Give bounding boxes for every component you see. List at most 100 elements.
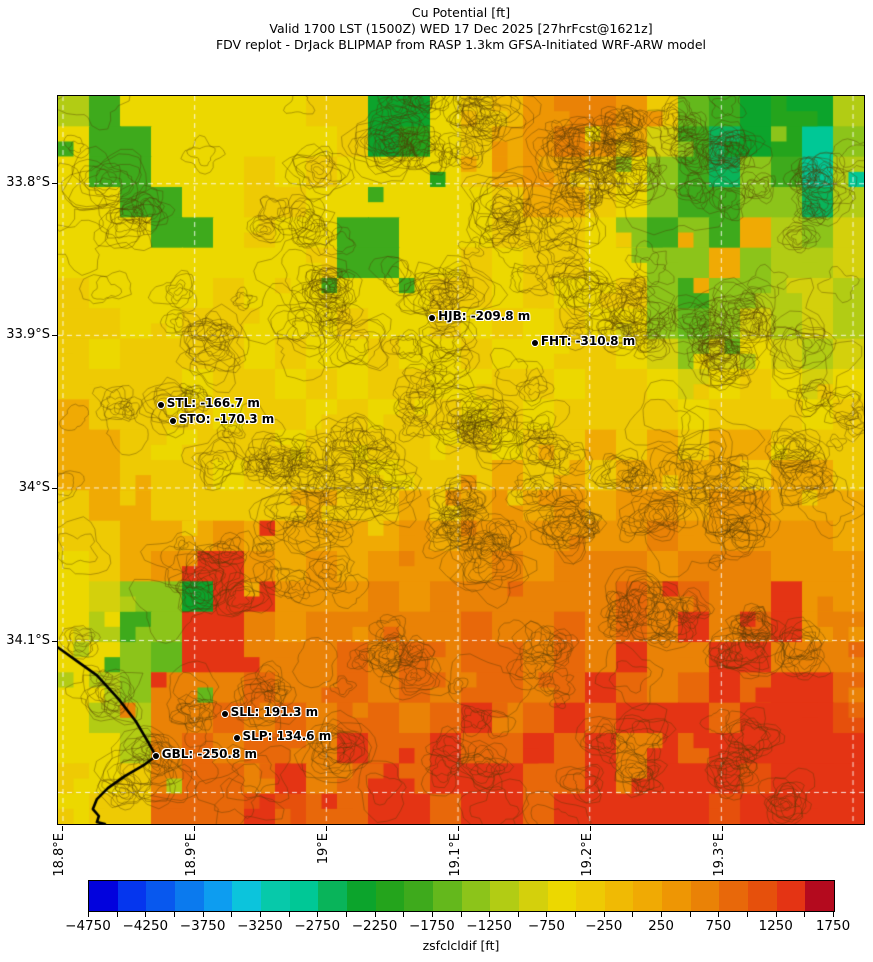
- colorbar-tick-mark: [775, 912, 777, 917]
- colorbar-segment: [576, 881, 605, 911]
- colorbar-segment: [89, 881, 118, 911]
- colorbar-tick-mark: [603, 912, 605, 917]
- colorbar-tick-mark: [718, 912, 720, 917]
- colorbar-tick-mark: [517, 912, 519, 917]
- colorbar-segment: [432, 881, 462, 911]
- colorbar-tick-label: −3750: [179, 918, 226, 934]
- station-label-fht: FHT: -310.8 m: [540, 334, 636, 349]
- colorbar-tick-label: −1750: [409, 918, 455, 934]
- station-marker-gbl: [152, 753, 159, 760]
- colorbar-tick-mark: [259, 912, 261, 917]
- colorbar-tick-label: −1250: [466, 918, 512, 934]
- colorbar-tick-mark: [231, 912, 233, 917]
- colorbar-tick-label: 250: [648, 918, 674, 934]
- colorbar-segment: [604, 881, 634, 911]
- y-tick-label: 34.1°S: [6, 632, 50, 648]
- colorbar-segment: [346, 881, 376, 911]
- colorbar-tick-mark: [431, 912, 433, 917]
- colorbar-tick-label: 1250: [758, 918, 793, 934]
- terrain-map-canvas: [58, 96, 864, 824]
- colorbar-tick-mark: [833, 912, 834, 917]
- y-tick-label: 33.9°S: [6, 327, 50, 343]
- station-marker-hjb: [429, 315, 436, 322]
- colorbar-tick-mark: [317, 912, 319, 917]
- colorbar-segment: [174, 881, 204, 911]
- colorbar-tick-mark: [575, 912, 577, 917]
- x-tick-label: 19.2°E: [580, 833, 596, 877]
- colorbar-segment: [260, 881, 290, 911]
- x-tick-mark: [458, 826, 459, 831]
- colorbar-tick-label: 750: [705, 918, 732, 934]
- colorbar-segment: [461, 881, 491, 911]
- y-tick-mark: [52, 182, 57, 184]
- colorbar-tick-mark: [88, 912, 89, 917]
- colorbar-tick-mark: [804, 912, 806, 917]
- plot-model-info: FDV replot - DrJack BLIPMAP from RASP 1.…: [215, 37, 707, 52]
- x-tick-mark: [62, 826, 63, 831]
- station-marker-sll: [221, 711, 228, 718]
- station-label-sto: STO: -170.3 m: [178, 412, 275, 427]
- x-tick-mark: [721, 826, 723, 831]
- colorbar-tick-mark: [202, 912, 204, 917]
- colorbar-tick-label: 1750: [815, 918, 851, 934]
- x-tick-label: 18.9°E: [184, 833, 200, 877]
- colorbar-segment: [289, 881, 319, 911]
- colorbar-segment: [117, 881, 147, 911]
- y-tick-mark: [52, 488, 57, 490]
- colorbar-tick-mark: [288, 912, 290, 917]
- station-marker-fht: [531, 340, 538, 347]
- colorbar-tick-mark: [460, 912, 462, 917]
- colorbar-tick-mark: [374, 912, 376, 917]
- station-label-hjb: HJB: -209.8 m: [438, 309, 531, 324]
- x-tick-label: 19.3°E: [711, 833, 727, 877]
- colorbar-segment: [633, 881, 663, 911]
- colorbar-segment: [146, 881, 175, 911]
- station-marker-sto: [169, 418, 176, 425]
- station-label-gbl: GBL: -250.8 m: [161, 747, 258, 762]
- plot-valid-time: Valid 1700 LST (1500Z) WED 17 Dec 2025 […: [269, 21, 653, 36]
- x-tick-mark: [590, 826, 592, 831]
- colorbar-tick-label: −4750: [65, 918, 111, 934]
- colorbar-segment: [719, 881, 749, 911]
- colorbar-tick-label: −4250: [122, 918, 169, 934]
- colorbar-segment: [318, 881, 347, 911]
- colorbar-segment: [232, 881, 261, 911]
- colorbar-segment: [547, 881, 577, 911]
- colorbar-segment: [404, 881, 433, 911]
- colorbar-segment: [748, 881, 777, 911]
- colorbar-label: zsfclcldif [ft]: [422, 938, 500, 953]
- colorbar-tick-mark: [116, 912, 118, 917]
- x-tick-label: 18.8°E: [52, 833, 67, 877]
- station-label-slp: SLP: 134.6 m: [242, 729, 332, 744]
- colorbar-tick-mark: [689, 912, 691, 917]
- x-tick-mark: [194, 826, 196, 831]
- colorbar-segment: [375, 881, 405, 911]
- colorbar-tick-label: −750: [527, 918, 565, 934]
- y-tick-label: 33.8°S: [6, 174, 50, 190]
- station-label-stl: STL: -166.7 m: [166, 396, 260, 411]
- station-marker-slp: [233, 735, 240, 742]
- x-tick-label: 19.1°E: [448, 833, 463, 877]
- colorbar-tick-label: −250: [585, 918, 623, 934]
- colorbar-segment: [805, 881, 835, 911]
- colorbar-segment: [203, 881, 233, 911]
- colorbar-tick-label: −2750: [294, 918, 341, 934]
- colorbar-tick-mark: [489, 912, 491, 917]
- colorbar-segment: [490, 881, 519, 911]
- colorbar-segment: [518, 881, 548, 911]
- y-tick-mark: [52, 640, 57, 642]
- station-label-sll: SLL: 191.3 m: [230, 705, 319, 720]
- colorbar-tick-mark: [403, 912, 405, 917]
- y-tick-mark: [52, 335, 57, 337]
- station-marker-stl: [157, 402, 164, 409]
- colorbar-tick-mark: [546, 912, 548, 917]
- colorbar-tick-label: −3250: [237, 918, 283, 934]
- plot-title: Cu Potential [ft]: [411, 5, 511, 20]
- colorbar-tick-mark: [345, 912, 347, 917]
- colorbar-segment: [662, 881, 691, 911]
- colorbar-tick-mark: [747, 912, 749, 917]
- colorbar-segment: [776, 881, 806, 911]
